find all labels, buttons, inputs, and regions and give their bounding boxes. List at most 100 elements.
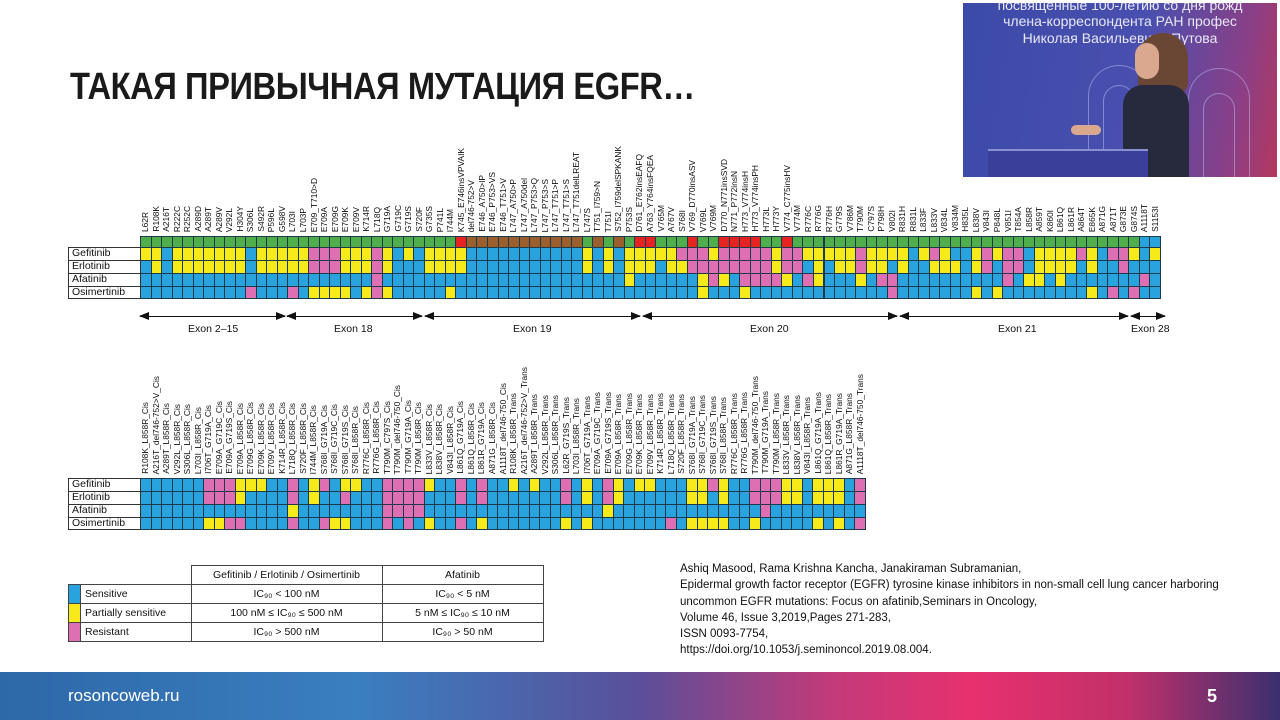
mutation-column-label: R108K_L858R_Trans [508, 393, 518, 474]
heatmap-cell [1149, 286, 1161, 299]
mutation-column-label: L747_A750>P [508, 178, 519, 232]
mutation-column-label: S768I_G719C_Trans [697, 395, 708, 474]
exon-label: Exon 2–15 [188, 323, 239, 335]
legend-header: Gefitinib / Erlotinib / Osimertinib [190, 565, 383, 585]
mutation-column-label: R776H [823, 205, 834, 232]
mutation-column-label: N771_P772insN [729, 171, 740, 232]
mutation-column-label: L858R [1023, 207, 1034, 232]
drug-row-label: Osimertinib [68, 286, 141, 299]
mutation-column-label: T790M_L858R_Trans [770, 392, 781, 474]
mutation-column-label: V769L [697, 207, 708, 232]
mutation-column-label: E709G_L858R_Cis [245, 401, 256, 474]
mutation-column-label: T854A [1013, 207, 1024, 232]
mutation-column-label: R776G_L858R_Cis [371, 401, 382, 474]
mutation-column-label: E746_P753>VS [487, 172, 498, 232]
legend-threshold: IC₉₀ < 5 nM [381, 584, 544, 604]
mutation-column-label: V292L [224, 207, 235, 232]
mutation-column-label: T751_I759>N [592, 181, 603, 232]
mutation-column-label: K745_E746insVPVAIK [455, 147, 466, 232]
heatmap-cell [1149, 273, 1161, 287]
mutation-column-label: E709G [329, 205, 340, 232]
drug-row-label: Gefitinib [68, 247, 141, 261]
mutation-column-label: A871G_L858R_Trans [844, 392, 855, 474]
legend-row: Sensitive IC₉₀ < 100 nM IC₉₀ < 5 nM [68, 584, 544, 604]
mutation-column-label: P753S [623, 206, 634, 232]
mutation-column-label: V851I [1002, 210, 1013, 232]
decor-arc [1203, 93, 1235, 177]
citation: Ashiq Masood, Rama Krishna Kancha, Janak… [680, 561, 1219, 659]
mutation-column-label: L747_T751>P [550, 179, 561, 232]
mutation-column-label: L838V_L858R_Cis [434, 403, 445, 474]
mutation-column-label: S306L [245, 207, 256, 232]
mutation-column-label: L718Q [371, 206, 382, 232]
drug-row-label: Erlotinib [68, 491, 141, 505]
legend-threshold: 5 nM ≤ IC₉₀ ≤ 10 nM [381, 603, 544, 623]
mutation-column-label: C797S [865, 206, 876, 232]
mutation-column-label: R776G_L858R_Trans [739, 392, 750, 474]
mutation-column-label: P596L [266, 207, 277, 232]
mutation-column-label: A871G_L858R_Cis [486, 401, 497, 474]
mutation-column-label: E746_T751>V [497, 178, 508, 232]
mutation-column-label: K714R [361, 206, 372, 232]
mutation-column-label: E746_A750>IP [476, 175, 487, 232]
exon-arrow [139, 312, 286, 320]
mutation-column-label: S1153I [1149, 206, 1160, 232]
mutation-column-label: L861R [1065, 207, 1076, 232]
mutation-column-label: V774_C775insHV [781, 165, 792, 232]
citation-line: ISSN 0093-7754, [680, 628, 769, 641]
mutation-column-label: A216T_del746-752>V_Cis [150, 375, 161, 474]
mutation-column-label: A859T [1034, 207, 1045, 232]
mutation-column-label: L62R [140, 211, 151, 232]
mutation-column-label: R776C [802, 205, 813, 232]
mutation-column-label: V843I [981, 210, 992, 232]
mutation-column-label: E709A [319, 206, 330, 232]
mutation-column-label: H773_V774insH [739, 171, 750, 232]
exon-arrow [424, 312, 641, 320]
mutation-column-label: L747_T751>S [560, 179, 571, 232]
exon-label: Exon 28 [1131, 323, 1170, 335]
mutation-column-label: L747_A750del [518, 177, 529, 232]
mutation-column-label: E709V_L858R_Trans [644, 393, 655, 474]
mutation-column-label: G598V [276, 205, 287, 232]
exon-label: Exon 21 [998, 323, 1037, 335]
mutation-column-label: I744M_L858R_Cis [308, 404, 319, 474]
mutation-column-label: D770_N771insSVD [718, 159, 729, 232]
mutation-column-label: A289T_L858R_Trans [529, 394, 540, 474]
legend-threshold: 100 nM ≤ IC₉₀ ≤ 500 nM [190, 603, 383, 623]
mutation-column-label: H773Y [771, 206, 782, 232]
mutation-column-label: T790M_L858R_Cis [413, 401, 424, 474]
mutation-column-label: A216T_del746-752>V_Trans [518, 366, 529, 474]
mutation-column-label: T790M_C797S_Cis [381, 400, 392, 474]
mutation-column-label: S306L_L858R_Cis [182, 403, 193, 474]
mutation-column-label: L703I_L858R_Trans [571, 397, 582, 474]
mutation-column-label: E709A_G719S_Cis [224, 401, 235, 474]
mutation-column-label: V292L_L858R_Cis [171, 403, 182, 474]
heatmap-cell [854, 504, 866, 518]
mutation-column-label: S720F_L858R_Cis [297, 403, 308, 474]
mutation-column-label: S768I_G719A_Trans [686, 395, 697, 474]
mutation-column-label: S768I_L858R_Cis [350, 406, 361, 474]
mutation-column-label: G779S [834, 205, 845, 232]
citation-line[interactable]: https://doi.org/10.1053/j.seminoncol.201… [680, 644, 932, 657]
banner-line: Николая Васильевича Путова [1022, 30, 1218, 46]
speaker-face [1135, 43, 1159, 79]
mutation-column-label: L62R_G719S_Trans [560, 397, 571, 474]
mutation-column-label: A216T [161, 207, 172, 232]
citation-line: Ashiq Masood, Rama Krishna Kancha, Janak… [680, 563, 1022, 575]
mutation-column-label: E709A_G719C_Cis [213, 400, 224, 474]
mutation-column-label: L838V_L858R_Trans [791, 394, 802, 474]
mutation-column-label: T790M_G719A_Cis [402, 400, 413, 474]
mutation-column-label: E709K_L858R_Trans [634, 393, 645, 474]
mutation-column-label: L703I [287, 211, 298, 232]
heatmap-cell [1149, 247, 1161, 261]
mutation-column-label: S768I_G719S_Cis [339, 404, 350, 474]
mutation-column-label: L861Q [1055, 206, 1066, 232]
mutation-column-label: A1118T_del746-750_Trans [854, 373, 865, 474]
mutation-column-label: V834L [939, 207, 950, 232]
mutation-column-label: V765M [655, 205, 666, 232]
mutation-column-label: A289T_L858R_Cis [161, 403, 172, 474]
mutation-column-label: V292L_L858R_Trans [539, 394, 550, 474]
legend-threshold: IC₉₀ < 100 nM [190, 584, 383, 604]
mutation-column-label: S768I_G719A_Cis [318, 404, 329, 474]
mutation-column-label: A289T [203, 207, 214, 232]
